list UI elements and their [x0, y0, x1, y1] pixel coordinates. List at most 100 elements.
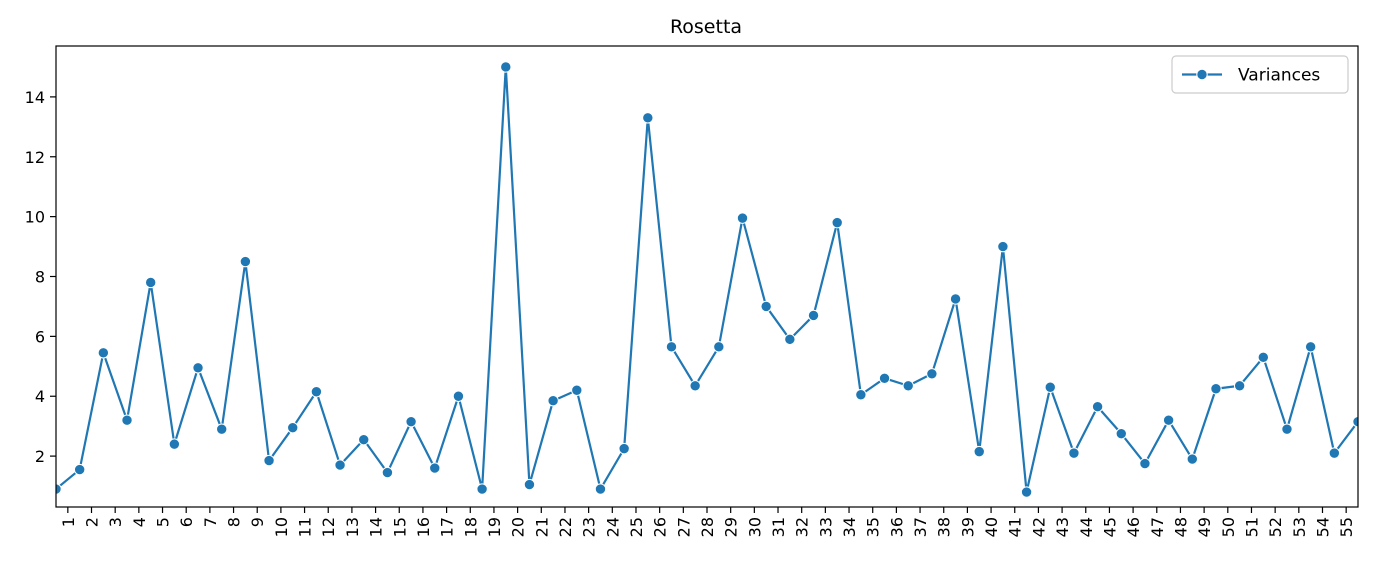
data-point	[1257, 351, 1270, 364]
data-point	[594, 483, 607, 495]
data-point	[713, 341, 725, 353]
x-tick-label: 24	[603, 517, 622, 537]
x-tick-label: 43	[1053, 517, 1072, 537]
data-point	[1068, 447, 1080, 459]
legend-marker	[1196, 68, 1208, 81]
x-tick-label: 42	[1029, 517, 1048, 537]
x-tick-label: 17	[438, 517, 457, 537]
data-point	[429, 462, 441, 474]
x-tick-label: 52	[1266, 517, 1285, 537]
data-point	[287, 421, 299, 434]
data-point	[1162, 414, 1175, 426]
data-point	[121, 414, 133, 426]
data-point	[144, 276, 157, 289]
x-tick-label: 46	[1124, 517, 1143, 537]
x-tick-label: 20	[509, 517, 528, 537]
x-tick-label: 28	[698, 517, 717, 537]
x-tick-label: 32	[793, 517, 812, 537]
data-point	[997, 240, 1009, 253]
data-point	[452, 390, 465, 402]
x-tick-label: 1	[59, 517, 78, 527]
chart-title: Rosetta	[670, 16, 742, 38]
data-point	[192, 362, 204, 374]
legend: Variances	[1171, 55, 1349, 94]
x-tick-label: 19	[485, 517, 504, 537]
data-point	[263, 454, 275, 467]
x-tick-label: 53	[1290, 517, 1309, 537]
y-tick-label: 14	[25, 88, 45, 107]
y-tick-label: 8	[35, 268, 45, 287]
x-tick-label: 16	[414, 517, 433, 537]
y-tick-label: 6	[35, 327, 45, 346]
x-tick-label: 12	[319, 517, 338, 537]
data-point	[523, 478, 536, 491]
data-point	[168, 438, 181, 450]
data-point	[500, 61, 512, 73]
x-tick-label: 45	[1100, 517, 1119, 537]
x-tick-label: 50	[1219, 517, 1238, 537]
x-tick-label: 9	[248, 517, 267, 527]
x-tick-label: 54	[1313, 517, 1332, 537]
x-tick-label: 27	[674, 517, 693, 537]
data-point	[571, 384, 583, 396]
x-tick-label: 37	[911, 517, 930, 537]
x-axis-ticks: 1 2 3 4 5 6 7 8 9 10 11 12 13 14 15 16 17 18 19 20 21 22 23 24 2…	[59, 507, 1356, 537]
x-tick-label: 10	[272, 517, 291, 537]
data-point	[1186, 453, 1198, 465]
x-tick-label: 35	[864, 517, 883, 537]
x-tick-label: 49	[1195, 517, 1214, 537]
data-point	[1210, 383, 1222, 395]
x-tick-label: 11	[296, 517, 315, 537]
x-tick-label: 48	[1171, 517, 1190, 537]
y-tick-label: 4	[35, 387, 45, 406]
plot-frame	[55, 45, 1359, 508]
data-point	[1115, 427, 1127, 440]
data-point	[73, 463, 86, 476]
data-point	[1044, 381, 1056, 393]
x-tick-label: 55	[1337, 517, 1356, 537]
x-tick-label: 38	[935, 517, 954, 537]
y-axis-ticks: 2 4 6 8 10 12 14	[25, 88, 56, 466]
x-tick-label: 41	[1006, 517, 1025, 537]
data-point	[358, 433, 370, 446]
data-point	[665, 341, 678, 353]
data-point	[216, 423, 228, 435]
x-tick-label: 30	[745, 517, 764, 537]
x-tick-label: 51	[1242, 517, 1261, 537]
data-point	[973, 445, 985, 458]
data-point	[1328, 447, 1341, 459]
data-point	[1281, 423, 1293, 435]
legend-label: Variances	[1238, 66, 1320, 86]
data-point	[1304, 341, 1317, 353]
legend-box	[1171, 55, 1349, 94]
x-tick-label: 13	[343, 517, 362, 537]
data-point	[1139, 457, 1151, 470]
data-point	[56, 483, 62, 495]
data-point	[239, 255, 252, 268]
data-point	[1091, 401, 1104, 413]
x-tick-label: 3	[106, 517, 125, 527]
data-point	[642, 112, 654, 124]
x-tick-label: 21	[532, 517, 551, 537]
x-tick-label: 29	[722, 517, 741, 537]
x-tick-label: 7	[201, 517, 220, 527]
x-tick-label: 18	[461, 517, 480, 537]
data-point	[1020, 486, 1033, 498]
x-tick-label: 40	[982, 517, 1001, 537]
data-point	[760, 300, 772, 313]
data-point	[831, 216, 843, 229]
x-tick-label: 22	[556, 517, 575, 537]
x-tick-label: 47	[1148, 517, 1167, 537]
x-tick-label: 31	[769, 517, 788, 537]
data-point	[878, 372, 891, 384]
data-point	[902, 380, 914, 392]
plot-area	[56, 61, 1358, 498]
data-point	[949, 293, 962, 305]
x-tick-label: 15	[390, 517, 409, 537]
data-point	[1233, 380, 1246, 392]
data-point	[547, 395, 559, 407]
data-point	[476, 483, 488, 495]
data-point	[618, 442, 630, 455]
data-point	[855, 389, 867, 401]
